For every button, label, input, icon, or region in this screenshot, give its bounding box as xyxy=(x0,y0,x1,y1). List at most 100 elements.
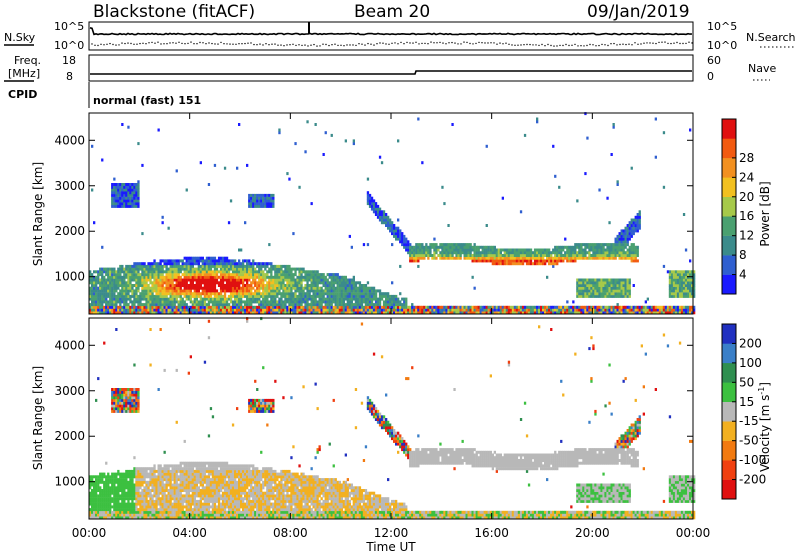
heatmap-cell xyxy=(223,303,227,307)
heatmap-cell xyxy=(217,303,221,307)
heatmap-cell xyxy=(680,284,684,287)
heatmap-cell xyxy=(274,275,277,279)
heatmap-cell xyxy=(105,308,108,312)
heatmap-cell xyxy=(169,292,172,296)
heatmap-cell xyxy=(115,273,118,277)
heatmap-cell xyxy=(260,196,263,200)
heatmap-cell xyxy=(292,286,295,290)
nsearch-point xyxy=(292,43,294,45)
heatmap-cell xyxy=(499,251,502,255)
heatmap-cell xyxy=(604,254,607,257)
heatmap-cell xyxy=(501,196,504,200)
heatmap-cell xyxy=(693,305,696,309)
heatmap-cell xyxy=(401,232,404,236)
heatmap-cell xyxy=(109,508,112,512)
heatmap-cell xyxy=(141,289,144,293)
heatmap-cell xyxy=(123,294,126,298)
heatmap-cell xyxy=(372,294,376,298)
heatmap-cell xyxy=(111,292,114,296)
heatmap-cell xyxy=(123,292,126,296)
heatmap-cell xyxy=(360,292,364,296)
heatmap-cell xyxy=(298,311,301,315)
heatmap-cell xyxy=(95,494,98,498)
heatmap-cell xyxy=(197,289,200,293)
heatmap-cell xyxy=(568,256,571,260)
heatmap-cell xyxy=(248,300,251,304)
heatmap-cell xyxy=(123,505,126,509)
heatmap-cell xyxy=(590,281,593,285)
heatmap-cell xyxy=(391,224,394,227)
heatmap-cell xyxy=(101,502,104,506)
heatmap-cell xyxy=(97,475,100,479)
heatmap-cell xyxy=(121,510,124,514)
heatmap-cell xyxy=(632,254,635,257)
heatmap-cell xyxy=(246,281,249,285)
heatmap-cell xyxy=(354,305,358,309)
nsearch-point xyxy=(406,41,408,44)
heatmap-cell xyxy=(221,267,225,271)
heatmap-cell xyxy=(322,292,325,296)
heatmap-cell xyxy=(582,254,585,257)
heatmap-cell xyxy=(435,305,438,309)
heatmap-cell xyxy=(682,275,686,279)
heatmap-cell xyxy=(276,308,279,312)
heatmap-cell xyxy=(254,267,257,271)
heatmap-cell xyxy=(153,262,156,266)
heatmap-cell xyxy=(121,183,124,186)
heatmap-cell xyxy=(292,297,295,301)
heatmap-cell xyxy=(632,284,635,287)
heatmap-cell xyxy=(485,254,488,257)
heatmap-cell xyxy=(217,297,221,301)
heatmap-cell xyxy=(99,491,102,495)
heatmap-cell xyxy=(634,221,637,225)
heatmap-cell xyxy=(103,499,106,503)
heatmap-cell xyxy=(483,248,486,252)
heatmap-cell xyxy=(115,308,118,312)
heatmap-cell xyxy=(596,245,599,249)
heatmap-cell xyxy=(135,278,138,282)
heatmap-cell xyxy=(415,243,418,247)
heatmap-cell xyxy=(223,270,227,274)
heatmap-cell xyxy=(582,251,585,255)
heatmap-cell xyxy=(312,294,315,298)
heatmap-cell xyxy=(616,240,619,244)
heatmap-cell xyxy=(670,275,674,279)
heatmap-cell xyxy=(115,398,118,402)
heatmap-cell xyxy=(310,278,313,282)
heatmap-cell xyxy=(594,311,597,315)
heatmap-cell xyxy=(153,289,156,293)
heatmap-cell xyxy=(348,300,351,304)
heatmap-cell xyxy=(558,256,561,260)
nsearch-point xyxy=(622,43,624,45)
heatmap-cell xyxy=(507,248,511,252)
heatmap-cell xyxy=(366,281,370,285)
heatmap-cell xyxy=(457,243,460,247)
heatmap-cell xyxy=(368,204,372,208)
heatmap-cell xyxy=(93,508,96,512)
heatmap-cell xyxy=(199,259,202,263)
heatmap-cell xyxy=(264,264,267,268)
heatmap-cell xyxy=(348,303,351,307)
heatmap-cell xyxy=(556,248,559,252)
heatmap-cell xyxy=(507,262,511,266)
heatmap-cell xyxy=(445,256,448,260)
heatmap-cell xyxy=(121,199,124,203)
heatmap-cell xyxy=(286,264,289,268)
heatmap-cell xyxy=(495,256,498,260)
heatmap-cell xyxy=(215,297,219,301)
heatmap-cell xyxy=(125,300,128,304)
heatmap-cell xyxy=(536,254,539,257)
nsearch-point xyxy=(280,44,282,46)
heatmap-cell xyxy=(610,251,613,255)
heatmap-cell xyxy=(576,245,579,249)
heatmap-cell xyxy=(129,196,132,200)
heatmap-cell xyxy=(217,270,221,274)
heatmap-cell xyxy=(626,281,629,285)
heatmap-cell xyxy=(209,294,213,298)
heatmap-cell xyxy=(234,305,237,309)
heatmap-cell xyxy=(554,305,557,309)
heatmap-cell xyxy=(121,480,124,484)
heatmap-cell xyxy=(674,292,678,296)
heatmap-cell xyxy=(636,229,639,233)
heatmap-cell xyxy=(217,300,221,304)
